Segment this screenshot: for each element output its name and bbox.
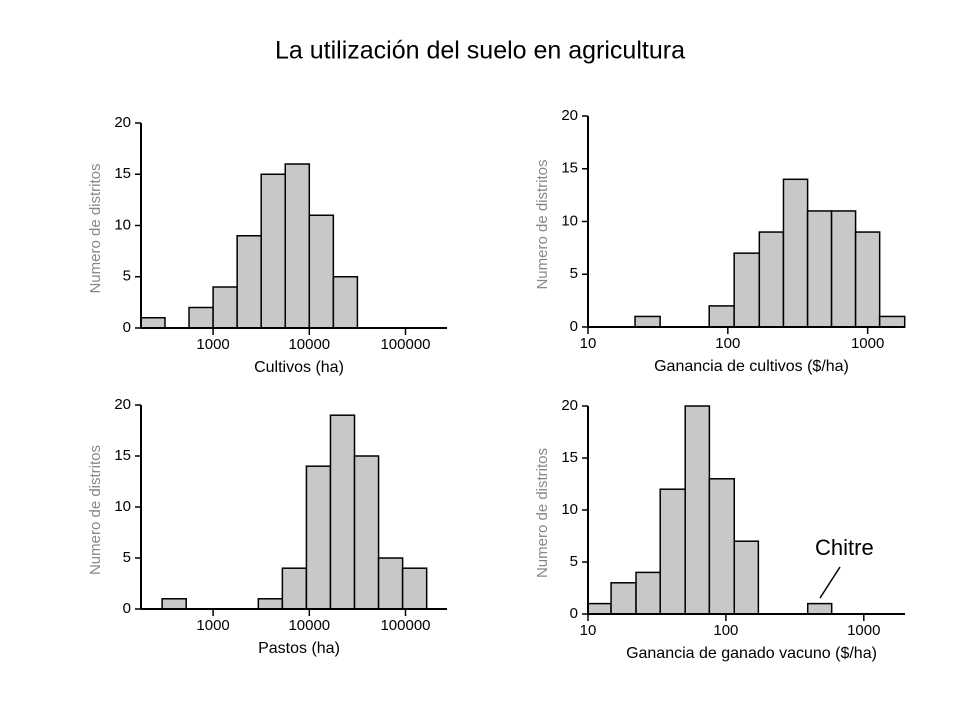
bar: [281, 567, 308, 610]
bar: [830, 210, 857, 328]
bar: [782, 178, 809, 328]
bar: [635, 571, 661, 615]
bar: [329, 414, 356, 610]
y-axis-label: Numero de distritos: [534, 448, 551, 578]
bar: [708, 478, 736, 615]
x-tick-label: 10000: [288, 617, 330, 634]
bar: [260, 173, 287, 329]
y-tick-label: 0: [123, 319, 131, 336]
bar: [610, 582, 637, 615]
y-tick-label: 20: [561, 107, 578, 124]
bar: [377, 557, 404, 610]
y-tick-label: 0: [570, 605, 578, 622]
y-tick-label: 20: [114, 396, 131, 413]
bar: [758, 231, 785, 328]
bar: [587, 602, 612, 615]
y-tick-label: 15: [114, 165, 131, 182]
y-tick-label: 15: [561, 160, 578, 177]
y-tick-label: 15: [114, 447, 131, 464]
x-tick-label: 100: [713, 622, 738, 639]
x-tick-label: 100000: [380, 617, 430, 634]
y-tick-label: 10: [561, 212, 578, 229]
x-tick-label: 100: [715, 335, 740, 352]
bar: [212, 286, 238, 329]
bar: [684, 405, 711, 615]
y-tick-label: 5: [570, 553, 578, 570]
bar: [257, 598, 284, 610]
figure-title: La utilización del suelo en agricultura: [275, 37, 685, 65]
y-tick-label: 5: [123, 268, 131, 285]
y-tick-label: 15: [561, 449, 578, 466]
bar: [353, 455, 380, 610]
y-axis-label: Numero de distritos: [534, 159, 551, 289]
x-tick-label: 1000: [196, 617, 229, 634]
bar: [332, 276, 359, 329]
y-tick-label: 5: [123, 549, 131, 566]
bar: [708, 305, 735, 328]
x-tick-label: 1000: [196, 336, 229, 353]
bar: [659, 488, 686, 615]
y-tick-label: 20: [114, 114, 131, 131]
y-tick-label: 10: [561, 501, 578, 518]
bar: [188, 306, 214, 329]
y-tick-label: 10: [114, 216, 131, 233]
x-tick-label: 1000: [847, 622, 880, 639]
y-tick-label: 10: [114, 498, 131, 515]
bar: [634, 315, 661, 328]
bar: [308, 214, 335, 329]
bar: [733, 540, 760, 615]
x-tick-label: 100000: [380, 336, 430, 353]
y-axis-label: Numero de distritos: [87, 163, 104, 293]
annotation-pointer: [819, 566, 841, 599]
x-tick-label: 10: [580, 622, 597, 639]
x-tick-label: 10: [580, 335, 597, 352]
bar: [305, 465, 332, 610]
y-tick-label: 0: [570, 318, 578, 335]
x-tick-label: 1000: [851, 335, 884, 352]
y-tick-label: 0: [123, 600, 131, 617]
x-axis-label: Cultivos (ha): [254, 359, 344, 376]
bar: [161, 598, 187, 610]
bar: [284, 163, 311, 329]
y-axis-label: Numero de distritos: [87, 445, 104, 575]
y-tick-label: 20: [561, 397, 578, 414]
x-axis-label: Pastos (ha): [258, 640, 340, 657]
bar: [806, 602, 833, 615]
x-axis-label: Ganancia de cultivos ($/ha): [654, 358, 849, 375]
bar: [236, 235, 262, 329]
bar: [140, 317, 166, 329]
bar: [806, 210, 833, 328]
annotation: Chitre: [815, 535, 874, 560]
bar: [733, 252, 761, 328]
bar: [878, 315, 906, 328]
x-tick-label: 10000: [288, 336, 330, 353]
bar: [401, 567, 428, 610]
bar: [854, 231, 881, 328]
y-tick-label: 5: [570, 265, 578, 282]
x-axis-label: Ganancia de ganado vacuno ($/ha): [626, 645, 877, 662]
